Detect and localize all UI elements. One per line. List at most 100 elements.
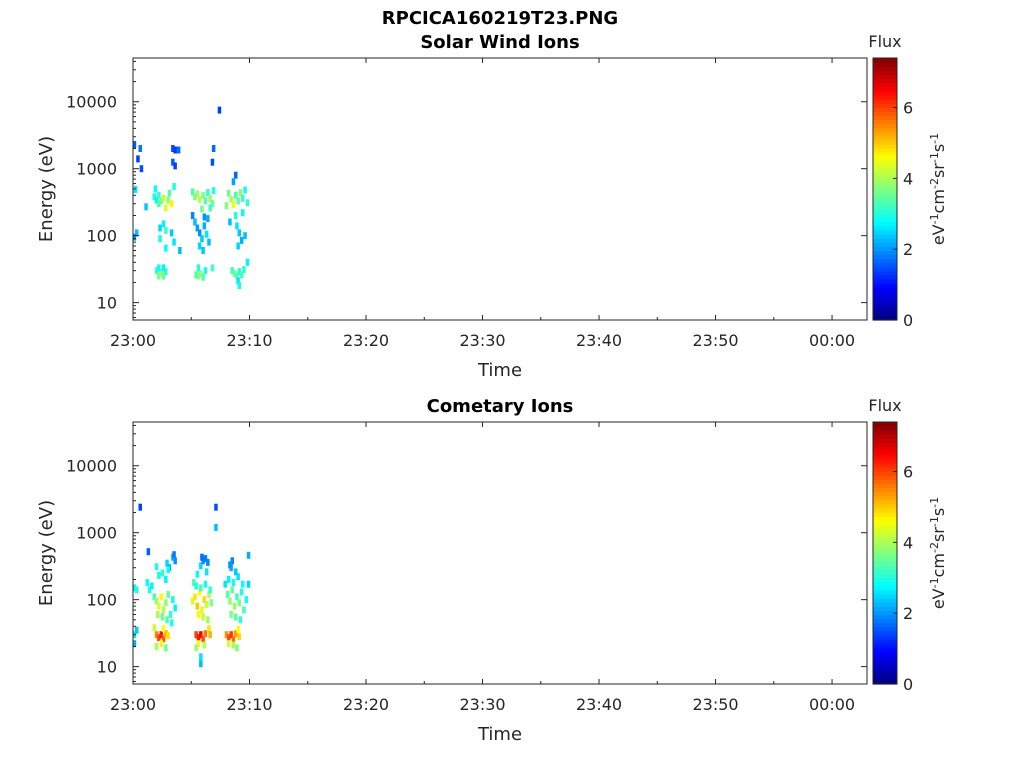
heatmap-cell: [232, 602, 237, 610]
heatmap-cell: [206, 189, 210, 197]
heatmap-cell: [206, 215, 210, 223]
heatmap-cell: [230, 267, 234, 275]
colorbar-segment: [873, 647, 897, 652]
colorbar-segment: [873, 115, 897, 120]
heatmap-cell: [154, 631, 159, 639]
colorbar-segment: [873, 291, 897, 297]
heatmap-cell: [154, 563, 159, 571]
colorbar-segment: [873, 454, 897, 460]
colorbar-frame: [872, 421, 898, 685]
colorbar-segment: [873, 238, 897, 243]
heatmap-cell: [158, 224, 162, 232]
colorbar-segment: [873, 78, 897, 84]
heatmap-cell: [161, 635, 166, 643]
heatmap-cell: [138, 503, 142, 511]
colorbar-tick-label: 6: [903, 99, 913, 118]
colorbar-segment: [873, 225, 897, 231]
heatmap-cell: [144, 203, 148, 211]
heatmap-cell: [217, 106, 222, 114]
colorbar-segment: [873, 201, 897, 206]
colorbar-segment: [873, 70, 897, 75]
x-tick-label: 00:00: [809, 331, 855, 350]
y-axis-label: Energy (eV): [36, 136, 57, 242]
heatmap-cell: [165, 559, 169, 567]
heatmap-cell: [195, 190, 200, 198]
colorbar-segment: [873, 565, 897, 570]
colorbar-segment: [873, 577, 897, 583]
y-tick-label: 10000: [66, 457, 117, 476]
colorbar-segment: [873, 279, 897, 284]
colorbar-segment: [873, 184, 897, 190]
heatmap-cell: [164, 644, 168, 652]
heatmap-cell: [164, 576, 168, 583]
heatmap-cell: [173, 604, 177, 612]
y-tick-label: 100: [86, 227, 117, 246]
colorbar-segment: [873, 262, 897, 268]
colorbar-segment: [873, 242, 897, 247]
heatmap-cell: [164, 226, 168, 234]
heatmap-cell: [164, 599, 168, 607]
colorbar-segment: [873, 160, 897, 166]
axes: 23:00 23:10 23:20 23:30 23:40 23:50 00:00 10 100…: [66, 422, 867, 714]
heatmap-cell: [207, 590, 211, 598]
heatmap-cell: [195, 224, 200, 232]
heatmap-cell: [231, 635, 236, 643]
colorbar-tick-label: 2: [903, 604, 913, 623]
heatmap-cell: [207, 625, 211, 633]
colorbar-segment: [873, 287, 897, 292]
heatmap-cell: [234, 613, 238, 621]
heatmap-cell: [208, 631, 212, 639]
figure-title: RPCICA160219T23.PNG: [382, 8, 618, 29]
panel-title: Solar Wind Ions: [420, 32, 579, 53]
heatmap-cell: [154, 196, 159, 204]
colorbar-segment: [873, 246, 897, 251]
heatmap-cell: [190, 188, 195, 196]
colorbar-segment: [873, 671, 897, 677]
heatmap-cell: [193, 218, 197, 226]
colorbar-segment: [873, 103, 897, 108]
colorbar-segment: [873, 148, 897, 153]
heatmap-cell: [159, 640, 163, 648]
heatmap-cell: [203, 580, 208, 588]
colorbar-segment: [873, 450, 897, 456]
heatmap-cell: [178, 247, 182, 254]
heatmap-cell: [237, 633, 241, 641]
heatmap-cell: [246, 551, 251, 559]
colorbar-segment: [873, 667, 897, 673]
heatmap-cell: [237, 268, 241, 276]
colorbar-segment: [873, 516, 897, 521]
heatmap-cell: [228, 561, 232, 569]
heatmap-cell: [200, 205, 204, 213]
colorbar-segment: [873, 434, 897, 439]
heatmap-cell: [227, 634, 231, 642]
heatmap-cell: [203, 555, 208, 563]
heatmap-cell: [192, 579, 196, 587]
colorbar-segment: [873, 569, 897, 575]
colorbar-segment: [873, 462, 897, 468]
heatmap-cell: [199, 631, 203, 639]
heatmap-cell: [234, 171, 238, 179]
colorbar-segment: [873, 602, 897, 607]
heatmap-cell: [245, 258, 250, 266]
colorbar-segment: [873, 491, 897, 497]
heatmap-cell: [157, 602, 161, 610]
heatmap-cell: [146, 548, 151, 556]
heatmap-cell: [157, 571, 161, 579]
colorbar-segment: [873, 598, 897, 603]
heatmap-cell: [197, 242, 202, 250]
heatmap-cell: [161, 194, 166, 202]
colorbar-segment: [873, 143, 897, 149]
heatmap-cell: [228, 597, 232, 605]
colorbar-segment: [873, 548, 897, 554]
colorbar-segment: [873, 536, 897, 542]
heatmap-cell: [157, 634, 161, 642]
heatmap-cell: [161, 272, 166, 280]
colorbar-segment: [873, 74, 897, 80]
heatmap-cell: [235, 272, 239, 280]
heatmap-cells: [132, 106, 250, 289]
heatmap-cell: [201, 191, 205, 199]
heatmap-cell: [161, 220, 166, 228]
heatmap-cell: [227, 640, 231, 648]
colorbar-unit-label: eV-1​cm-2​sr-1​s-1​: [928, 133, 948, 245]
heatmap-cell: [132, 584, 137, 592]
